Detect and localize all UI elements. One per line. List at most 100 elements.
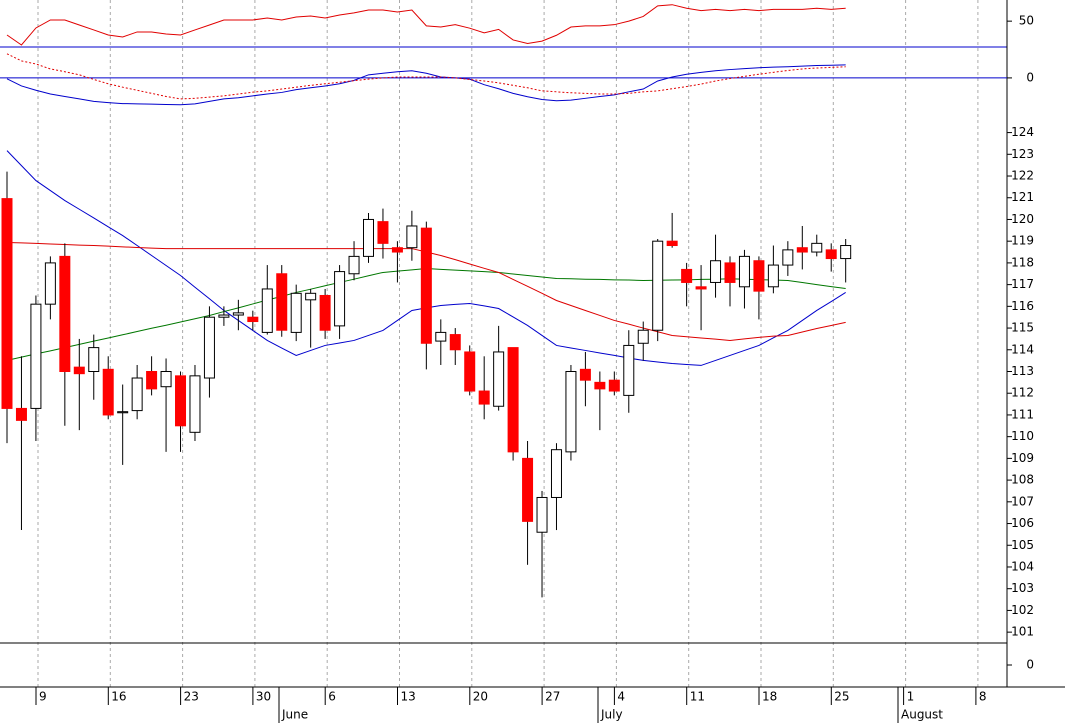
candle-body xyxy=(493,351,505,407)
candle-body xyxy=(825,249,837,260)
y-tick-label: 111 xyxy=(1011,407,1034,421)
candle-body xyxy=(652,240,664,331)
candle-body xyxy=(536,496,548,533)
y-tick-label: 109 xyxy=(1011,451,1034,465)
y-tick-label: 116 xyxy=(1011,299,1034,313)
y-tick-label: 107 xyxy=(1011,494,1034,508)
candle-body xyxy=(753,260,765,292)
candle-body xyxy=(420,227,432,344)
x-tick-label: 30 xyxy=(256,690,271,704)
indicator-line xyxy=(6,4,846,46)
y-tick-label: 102 xyxy=(1011,603,1034,617)
indicator-line xyxy=(6,64,846,106)
candle-body xyxy=(811,242,823,253)
candle-body xyxy=(782,249,794,266)
x-tick-label: 13 xyxy=(401,690,416,704)
candle-body xyxy=(189,375,201,433)
candle-body xyxy=(449,334,461,351)
x-tick-label: 27 xyxy=(545,690,560,704)
candle-body xyxy=(218,314,230,318)
candle-body xyxy=(840,245,852,260)
y-tick-label: 0 xyxy=(1026,658,1034,672)
x-tick-label: 16 xyxy=(111,690,126,704)
y-tick-label: 120 xyxy=(1011,212,1034,226)
candle-body xyxy=(203,316,215,379)
candle-body xyxy=(117,411,129,414)
y-tick-label: 114 xyxy=(1011,342,1034,356)
y-tick-label: 119 xyxy=(1011,234,1034,248)
candle-body xyxy=(464,351,476,392)
candle-body xyxy=(623,344,635,396)
candle-body xyxy=(724,262,736,283)
y-tick-label: 115 xyxy=(1011,321,1034,335)
candle-body xyxy=(710,260,722,283)
y-tick-label: 110 xyxy=(1011,429,1034,443)
y-tick-label: 113 xyxy=(1011,364,1034,378)
candle-body xyxy=(30,303,42,409)
y-tick-label: 0 xyxy=(1026,70,1034,84)
candle-body xyxy=(377,221,389,244)
x-tick-label: 6 xyxy=(328,690,336,704)
candle-body xyxy=(565,371,577,453)
y-tick-label: 104 xyxy=(1011,559,1034,573)
candle-body xyxy=(406,225,418,249)
y-tick-label: 117 xyxy=(1011,277,1034,291)
candle-body xyxy=(59,255,71,372)
candle-body xyxy=(507,347,519,453)
x-tick-label: 8 xyxy=(979,690,987,704)
y-tick-label: 50 xyxy=(1019,14,1034,28)
candle-body xyxy=(594,381,606,390)
candle-body xyxy=(767,264,779,288)
x-tick-label: 20 xyxy=(473,690,488,704)
y-tick-label: 121 xyxy=(1011,190,1034,204)
candle-body xyxy=(88,347,100,373)
candle-body xyxy=(319,294,331,331)
candle-body xyxy=(44,262,56,305)
candle-body xyxy=(738,255,750,288)
candle-body xyxy=(334,271,346,327)
y-tick-label: 123 xyxy=(1011,147,1034,161)
candle-body xyxy=(579,368,591,381)
candle-body xyxy=(363,218,374,257)
candle-body xyxy=(102,368,114,416)
candle-body xyxy=(550,449,562,498)
candle-body xyxy=(290,292,302,333)
month-label: July xyxy=(600,708,623,722)
candle-body xyxy=(15,407,27,421)
candle-body xyxy=(695,286,707,290)
y-tick-label: 124 xyxy=(1011,125,1034,139)
candle-body xyxy=(160,371,172,388)
candle-body xyxy=(435,331,447,342)
candle-body xyxy=(146,371,158,390)
x-tick-label: 1 xyxy=(907,690,915,704)
x-tick-label: 11 xyxy=(690,690,705,704)
candle-body xyxy=(247,316,259,323)
y-tick-label: 108 xyxy=(1011,473,1034,487)
x-tick-label: 23 xyxy=(184,690,199,704)
y-tick-label: 112 xyxy=(1011,386,1034,400)
y-tick-label: 103 xyxy=(1011,581,1034,595)
candle-body xyxy=(261,288,273,333)
candle-body xyxy=(522,457,534,522)
candle-body xyxy=(796,247,808,253)
candle-body xyxy=(232,312,244,316)
month-label: August xyxy=(901,708,943,722)
candle-body xyxy=(478,390,490,405)
candle-body xyxy=(608,379,620,392)
candle-body xyxy=(391,247,403,253)
x-tick-label: 4 xyxy=(617,690,625,704)
x-tick-label: 18 xyxy=(762,690,777,704)
candle-body xyxy=(175,375,187,427)
candle-body xyxy=(276,273,288,331)
y-tick-label: 101 xyxy=(1011,625,1034,639)
candle-body xyxy=(637,329,649,344)
candle-body xyxy=(131,377,143,412)
month-label: June xyxy=(281,708,308,722)
x-tick-label: 9 xyxy=(39,690,47,704)
y-tick-label: 118 xyxy=(1011,255,1034,269)
y-tick-label: 105 xyxy=(1011,538,1034,552)
candle-body xyxy=(305,292,317,301)
x-tick-label: 25 xyxy=(834,690,849,704)
